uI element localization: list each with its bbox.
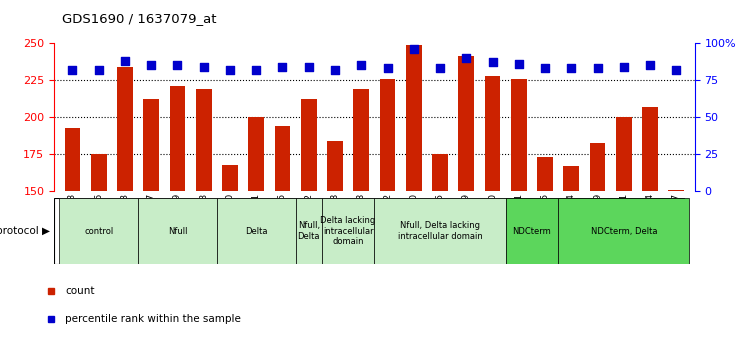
Point bbox=[250, 67, 262, 72]
Point bbox=[66, 67, 78, 72]
Bar bbox=[558, 198, 689, 264]
Text: control: control bbox=[84, 227, 113, 236]
Point bbox=[566, 66, 578, 71]
Bar bbox=[222, 165, 238, 191]
Bar bbox=[138, 198, 217, 264]
Point bbox=[92, 67, 104, 72]
Point bbox=[329, 67, 341, 72]
Point bbox=[592, 66, 604, 71]
Point bbox=[355, 63, 367, 68]
Point bbox=[119, 58, 131, 64]
Text: GDS1690 / 1637079_at: GDS1690 / 1637079_at bbox=[62, 12, 216, 25]
Text: Nfull: Nfull bbox=[167, 227, 187, 236]
Point bbox=[460, 55, 472, 61]
Bar bbox=[322, 198, 375, 264]
Point bbox=[145, 63, 157, 68]
Bar bbox=[170, 86, 185, 191]
Point bbox=[382, 66, 394, 71]
Bar bbox=[143, 99, 159, 191]
Text: count: count bbox=[65, 286, 95, 296]
Bar bbox=[590, 142, 605, 191]
Bar bbox=[117, 67, 133, 191]
Point bbox=[408, 46, 420, 52]
Bar bbox=[354, 89, 369, 191]
Point bbox=[671, 67, 683, 72]
Bar bbox=[375, 198, 505, 264]
Text: protocol ▶: protocol ▶ bbox=[0, 226, 50, 236]
Point bbox=[224, 67, 236, 72]
Bar bbox=[301, 99, 317, 191]
Bar bbox=[406, 45, 421, 191]
Text: NDCterm: NDCterm bbox=[512, 227, 551, 236]
Point bbox=[171, 63, 183, 68]
Text: percentile rank within the sample: percentile rank within the sample bbox=[65, 314, 241, 324]
Bar bbox=[379, 79, 395, 191]
Text: NDCterm, Delta: NDCterm, Delta bbox=[590, 227, 657, 236]
Point bbox=[539, 66, 551, 71]
Point bbox=[644, 63, 656, 68]
Bar bbox=[458, 57, 474, 191]
Bar bbox=[505, 198, 558, 264]
Point bbox=[618, 64, 630, 70]
Point bbox=[487, 60, 499, 65]
Point bbox=[434, 66, 446, 71]
Bar bbox=[59, 198, 138, 264]
Point bbox=[276, 64, 288, 70]
Bar bbox=[668, 190, 684, 191]
Point bbox=[198, 64, 210, 70]
Bar bbox=[642, 107, 658, 191]
Bar bbox=[484, 76, 500, 191]
Bar bbox=[432, 154, 448, 191]
Bar bbox=[296, 198, 322, 264]
Bar bbox=[275, 126, 291, 191]
Bar bbox=[65, 128, 80, 191]
Text: Delta lacking
intracellular
domain: Delta lacking intracellular domain bbox=[321, 216, 376, 246]
Bar bbox=[511, 79, 526, 191]
Text: Nfull, Delta lacking
intracellular domain: Nfull, Delta lacking intracellular domai… bbox=[397, 221, 482, 241]
Bar bbox=[327, 141, 343, 191]
Bar bbox=[563, 166, 579, 191]
Text: Delta: Delta bbox=[245, 227, 267, 236]
Bar bbox=[91, 154, 107, 191]
Bar bbox=[249, 117, 264, 191]
Bar bbox=[196, 89, 212, 191]
Text: Nfull,
Delta: Nfull, Delta bbox=[297, 221, 320, 241]
Point bbox=[513, 61, 525, 67]
Point bbox=[303, 64, 315, 70]
Bar bbox=[616, 117, 632, 191]
Bar bbox=[217, 198, 296, 264]
Bar bbox=[537, 157, 553, 191]
